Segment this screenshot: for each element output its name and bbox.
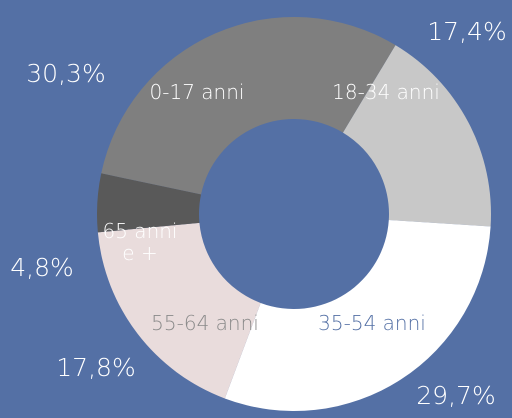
slice-label-1: 18-34 anni	[332, 80, 440, 104]
value-label-5: 30,3%	[26, 59, 105, 88]
donut-slice-2	[224, 220, 491, 411]
value-label-2: 29,7%	[416, 381, 495, 410]
donut-slice-3	[97, 222, 261, 399]
slice-label-4: 65 anni e +	[103, 219, 178, 265]
donut-slice-4	[97, 173, 202, 233]
donut-slice-5	[101, 17, 396, 195]
slice-label-3: 55-64 anni	[151, 311, 259, 335]
slice-label-5: 0-17 anni	[150, 80, 245, 104]
donut-slice-1	[342, 45, 491, 227]
value-label-1: 17,4%	[427, 17, 506, 46]
value-label-3: 17,8%	[56, 353, 135, 382]
slice-label-2: 35-54 anni	[318, 311, 426, 335]
value-label-4: 4,8%	[10, 253, 74, 282]
